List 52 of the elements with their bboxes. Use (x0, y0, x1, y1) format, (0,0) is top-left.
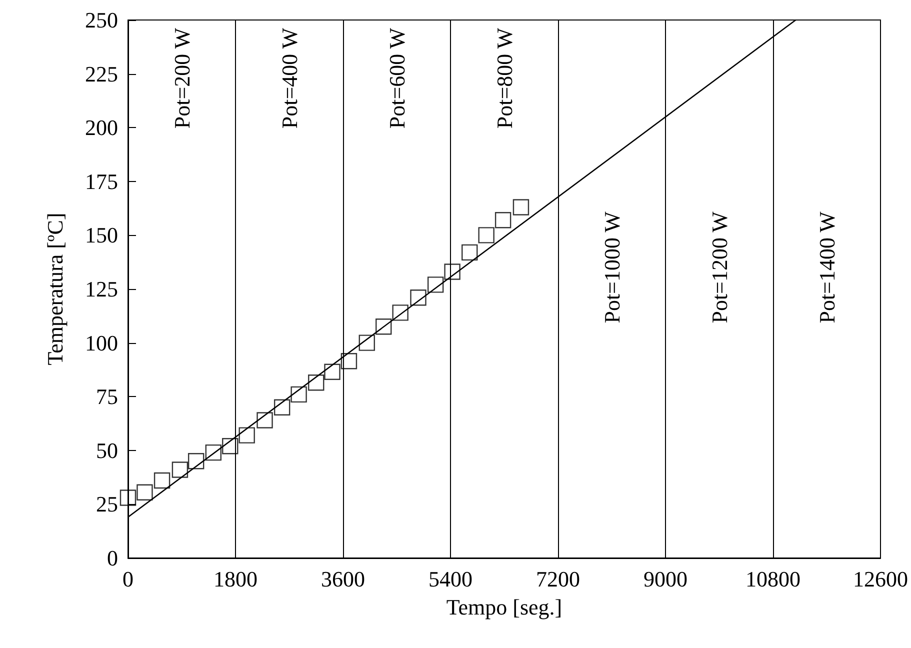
annotation: Pot=600 W (384, 28, 410, 129)
point (444, 264, 460, 280)
point (427, 276, 444, 293)
x-tick-label: 7200 (536, 566, 580, 592)
point (205, 444, 222, 461)
point (376, 318, 392, 335)
point (478, 227, 494, 244)
x-tick-label: 0 (122, 566, 134, 592)
point (172, 462, 188, 478)
point (340, 352, 358, 370)
point (120, 490, 136, 506)
point (256, 412, 273, 428)
annotation: Pot=400 W (276, 28, 302, 129)
y-tick-label: 50 (96, 438, 118, 463)
point (274, 399, 290, 416)
x-tick-label: 10800 (746, 566, 800, 592)
point (154, 472, 170, 489)
y-tick-label: 25 (96, 492, 118, 517)
y-tick-label: 0 (107, 546, 118, 570)
point (136, 484, 153, 500)
x-tick-label: 9000 (644, 566, 688, 592)
y-axis-title: Temperatura [ºC] (42, 212, 68, 366)
point (238, 427, 255, 444)
y-tick-label: 225 (85, 61, 118, 86)
x-axis-title: Tempo [seg.] (446, 594, 562, 620)
x-tick-label: 12600 (853, 566, 908, 592)
x-tick-label: 1800 (214, 566, 258, 592)
point (512, 199, 530, 216)
y-tick-label: 250 (85, 8, 118, 32)
y-tick-label: 175 (85, 168, 118, 194)
y-tick-label: 150 (85, 222, 118, 248)
point (222, 438, 238, 454)
point (188, 453, 204, 470)
x-tick-label: 5400 (428, 566, 472, 592)
point (410, 290, 426, 306)
point (358, 334, 375, 351)
annotation: Pot=200 W (169, 28, 194, 129)
annotation: Pot=1200 W (706, 211, 732, 324)
annotation: Pot=1000 W (599, 211, 624, 324)
annotation: Pot=1400 W (814, 211, 840, 324)
point (392, 304, 408, 321)
y-tick-label: 100 (85, 330, 118, 356)
point (308, 374, 324, 391)
y-tick-label: 200 (85, 115, 118, 140)
point (290, 386, 307, 403)
point (494, 212, 512, 228)
point (462, 244, 478, 261)
annotation: Pot=800 W (492, 28, 517, 129)
x-tick-label: 3600 (321, 566, 365, 592)
y-tick-label: 75 (96, 384, 118, 410)
y-tick-label: 125 (85, 276, 118, 302)
point (324, 364, 340, 380)
